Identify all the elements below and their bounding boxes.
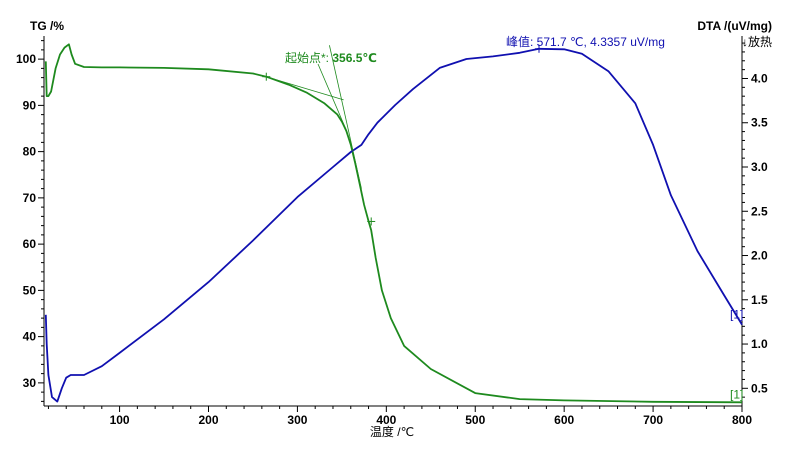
onset-label: 起始点*: xyxy=(285,51,332,65)
x-tick-label: 100 xyxy=(110,413,130,427)
y-left-axis-label: TG /% xyxy=(30,19,64,33)
tg-series-line xyxy=(44,43,743,404)
x-tick-label: 700 xyxy=(643,413,663,427)
x-tick-label: 800 xyxy=(732,413,752,427)
x-tick-label: 200 xyxy=(198,413,218,427)
y-right-tick-label: 0.5 xyxy=(751,381,768,395)
plot-area: 起始点*: 356.5℃ 峰值: 571.7 ℃, 4.3357 uV/mg [1]… xyxy=(44,34,743,404)
y-left-tick-label: 40 xyxy=(23,330,37,344)
y-left-tick-label: 100 xyxy=(16,52,36,66)
dta-end-tag: [1] xyxy=(730,308,743,322)
y-left-tick-label: 70 xyxy=(23,191,37,205)
y-left-tick-label: 50 xyxy=(23,283,37,297)
onset-baseline-tangent xyxy=(266,76,344,101)
onset-annotation: 起始点*: 356.5℃ xyxy=(285,51,377,65)
onset-slope-tangent xyxy=(329,45,362,189)
tg-end-tag: [1] xyxy=(730,387,743,401)
x-tick-label: 300 xyxy=(287,413,307,427)
y-right-axis-label: DTA /(uV/mg) xyxy=(697,19,772,33)
y-right-tick-label: 2.0 xyxy=(751,249,768,263)
y-right-tick-label: 4.0 xyxy=(751,71,768,85)
y-right-tick-label: 1.5 xyxy=(751,293,768,307)
peak-annotation: 峰值: 571.7 ℃, 4.3357 uV/mg xyxy=(506,34,665,49)
axes xyxy=(43,36,743,407)
onset-value: 356.5℃ xyxy=(332,51,377,65)
y-left-tick-label: 30 xyxy=(23,376,37,390)
x-tick-label: 400 xyxy=(376,413,396,427)
y-left-tick-label: 60 xyxy=(23,237,37,251)
ticks: 100 200 300 400 500 600 700 800 30 40 50 60 70 80 90 10… xyxy=(16,40,768,427)
y-right-tick-label: 2.5 xyxy=(751,204,768,218)
x-tick-label: 500 xyxy=(465,413,485,427)
peak-label: 峰值: xyxy=(506,34,537,49)
y-right-tick-label: 3.5 xyxy=(751,116,768,130)
exothermic-direction-label: ↓放热 xyxy=(742,34,772,49)
y-right-tick-label: 3.0 xyxy=(751,160,768,174)
peak-value: 571.7 ℃, 4.3357 uV/mg xyxy=(537,35,665,49)
y-left-tick-label: 80 xyxy=(23,145,37,159)
x-tick-label: 600 xyxy=(554,413,574,427)
labels: TG /% DTA /(uV/mg) ↓放热 温度 /℃ xyxy=(30,19,772,439)
dta-series-line xyxy=(44,47,743,403)
y-left-tick-label: 90 xyxy=(23,98,37,112)
onset-leader-line xyxy=(317,63,347,129)
x-axis-label: 温度 /℃ xyxy=(370,424,414,439)
y-right-tick-label: 1.0 xyxy=(751,337,768,351)
